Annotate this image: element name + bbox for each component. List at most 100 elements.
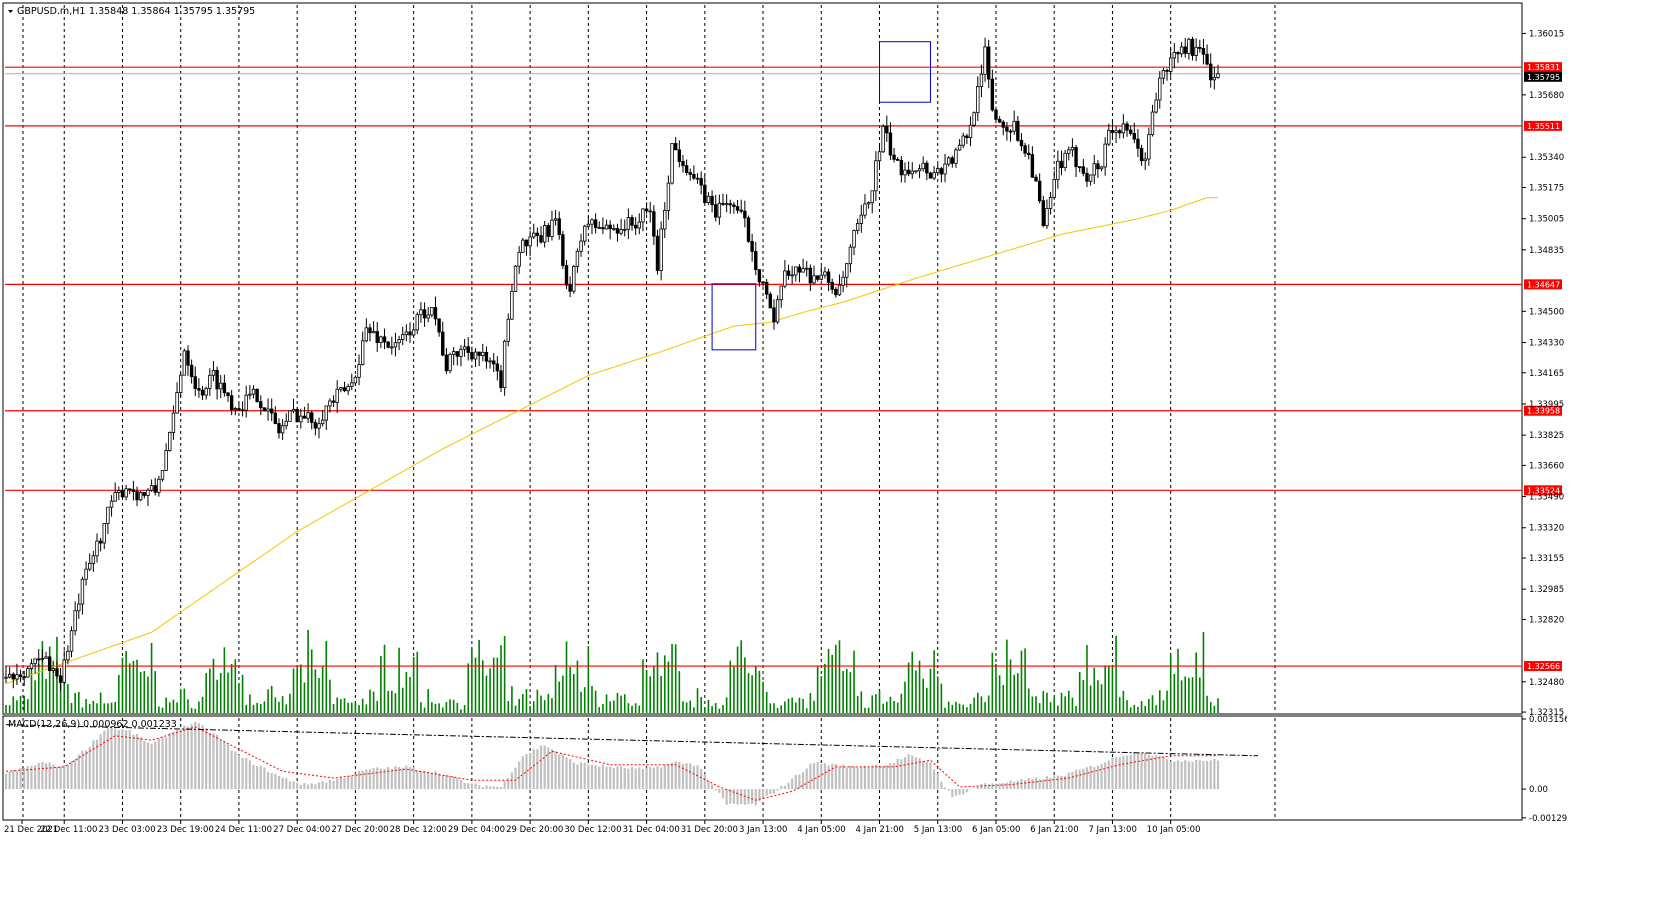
x-tick-label: 24 Dec 11:00 <box>215 825 272 835</box>
candle-body <box>575 250 580 267</box>
candle-body <box>1132 133 1136 140</box>
x-tick-label: 10 Jan 05:00 <box>1147 825 1201 835</box>
candle-body <box>164 450 168 471</box>
candle-body <box>655 235 660 271</box>
candle-body <box>448 353 452 372</box>
candle-body <box>779 285 783 301</box>
candle-body <box>557 218 561 236</box>
candle-body <box>637 221 641 229</box>
candle-body <box>113 492 117 502</box>
candle-body <box>936 168 940 174</box>
candle-body <box>481 351 485 356</box>
candle-body <box>681 161 685 167</box>
candle-body <box>422 309 427 319</box>
candle-body <box>510 291 514 320</box>
macd-y-tick-label: 0.00 <box>1529 785 1548 795</box>
candle-body <box>910 170 914 175</box>
candle-body <box>673 143 678 151</box>
level-price-tag <box>1524 661 1562 672</box>
candle-body <box>266 408 270 412</box>
candle-body <box>688 172 692 175</box>
candle-body <box>477 351 481 356</box>
candle-body <box>761 281 765 284</box>
x-tick-label: 21 Dec 2021 <box>4 825 58 835</box>
trading-chart[interactable]: 1.35831 1.35511 1.34647 1.33958 1.33524 1.325… <box>0 0 1567 841</box>
candle-body <box>1201 48 1206 55</box>
current-price-text: 1.35795 <box>1527 73 1560 82</box>
candle-body <box>44 656 48 659</box>
candle-body <box>1081 166 1086 174</box>
candle-body <box>502 340 507 389</box>
candle-body <box>317 423 321 429</box>
candle-body <box>1161 70 1166 79</box>
candle-body <box>1074 146 1078 168</box>
candle-body <box>965 135 969 139</box>
candle-body <box>393 342 398 348</box>
candle-body <box>775 299 780 323</box>
candle-body <box>994 109 998 120</box>
x-tick-label: 23 Dec 03:00 <box>98 825 155 835</box>
highlight-box <box>879 41 931 103</box>
candle-body <box>310 412 314 423</box>
candle-body <box>568 284 572 292</box>
candle-body <box>521 239 525 253</box>
candle-body <box>805 267 809 270</box>
candle-body <box>331 400 336 403</box>
candle-body <box>197 388 201 391</box>
candle-body <box>1001 121 1005 128</box>
candle-body <box>1172 52 1177 59</box>
candle-body <box>15 674 19 680</box>
candle-body <box>583 225 587 242</box>
dropdown-triangle-icon[interactable] <box>8 10 13 13</box>
candle-body <box>648 210 652 213</box>
candle-body <box>262 407 267 412</box>
y-tick-label: 1.33660 <box>1529 461 1564 471</box>
candle-body <box>546 225 551 237</box>
candle-body <box>411 329 416 336</box>
candle-body <box>397 339 401 344</box>
level-price-text: 1.35831 <box>1527 63 1560 72</box>
y-tick-label: 1.33825 <box>1529 431 1564 441</box>
macd-y-tick-label: -0.001293 <box>1529 814 1567 824</box>
candle-body <box>408 331 412 336</box>
candle-body <box>229 395 234 411</box>
candle-body <box>845 263 849 278</box>
candle-body <box>528 236 532 247</box>
x-tick-label: 28 Dec 12:00 <box>390 825 447 835</box>
candle-body <box>914 170 918 173</box>
candle-body <box>1168 57 1173 72</box>
candle-body <box>295 409 299 423</box>
x-tick-label: 6 Jan 05:00 <box>972 825 1020 835</box>
candle-body <box>1179 46 1184 55</box>
candle-body <box>586 223 591 227</box>
candle-body <box>226 392 230 397</box>
candle-body <box>859 214 864 224</box>
x-tick-label: 27 Dec 04:00 <box>273 825 330 835</box>
candle-body <box>1107 129 1111 145</box>
candle-body <box>695 177 700 180</box>
candle-body <box>750 240 754 252</box>
candle-body <box>430 306 434 316</box>
candle-body <box>106 506 110 524</box>
candle-body <box>419 309 423 316</box>
candle-body <box>1063 152 1067 169</box>
candle-body <box>204 387 208 396</box>
candle-body <box>459 348 463 357</box>
candle-body <box>885 126 889 134</box>
candle-body <box>1045 208 1049 227</box>
candle-body <box>866 202 871 205</box>
candle-body <box>764 281 769 295</box>
candle-body <box>754 251 758 271</box>
macd-title: MACD(12,26,9) 0.000962 0.001233 <box>8 719 177 730</box>
candle-body <box>211 369 216 376</box>
macd-signal-line <box>5 726 1218 801</box>
candle-body <box>69 630 74 652</box>
candle-body <box>652 211 656 237</box>
candle-body <box>794 266 798 276</box>
candle-body <box>29 663 34 669</box>
candle-body <box>881 126 885 153</box>
candle-body <box>739 209 743 212</box>
candle-body <box>251 388 256 395</box>
y-tick-label: 1.32985 <box>1529 585 1564 595</box>
candle-body <box>957 144 962 151</box>
